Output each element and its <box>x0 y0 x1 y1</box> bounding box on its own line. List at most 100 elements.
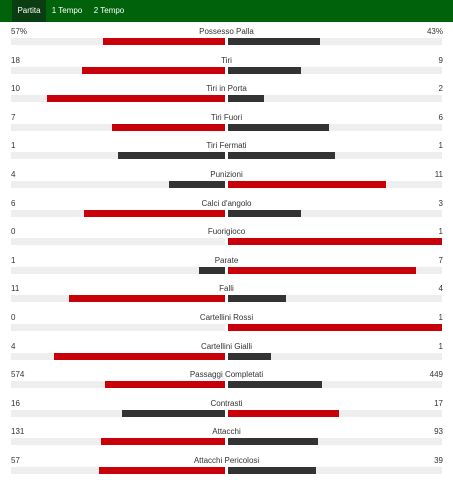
stat-label: Tiri Fermati <box>206 141 247 151</box>
stat-away-value: 4 <box>438 284 443 294</box>
stat-away-value: 17 <box>434 398 443 408</box>
stat-away-track <box>228 95 442 103</box>
stat-row: 0 Cartellini Rossi 1 <box>0 308 453 337</box>
stat-row: 1 Parate 7 <box>0 251 453 280</box>
stat-away-bar <box>228 295 286 303</box>
stat-away-bar <box>228 381 322 389</box>
stat-home-value: 4 <box>11 341 16 351</box>
stat-label: Falli <box>219 284 234 294</box>
stat-home-value: 0 <box>11 313 16 322</box>
stat-away-value: 2 <box>438 84 443 94</box>
stat-home-bar <box>54 352 225 360</box>
stat-home-value: 11 <box>11 284 20 294</box>
stat-home-value: 574 <box>11 370 25 380</box>
stat-home-value: 18 <box>11 55 20 65</box>
stat-home-value: 4 <box>11 170 16 179</box>
stat-home-track <box>11 324 225 331</box>
period-tabs: Partita 1 Tempo 2 Tempo <box>0 0 453 22</box>
stat-away-bar <box>228 209 301 217</box>
stat-away-bar <box>228 438 318 446</box>
stat-away-bar <box>228 467 316 474</box>
stat-away-bar <box>228 324 442 331</box>
stat-away-bar <box>228 95 264 103</box>
stat-label: Parate <box>214 255 239 265</box>
stat-home-bar <box>99 467 225 474</box>
stat-home-bar <box>122 409 225 417</box>
stat-home-value: 1 <box>11 255 16 265</box>
stat-label: Tiri in Porta <box>206 84 247 94</box>
stat-away-track <box>228 38 442 45</box>
stat-label: Possesso Palla <box>199 27 254 36</box>
stat-home-track <box>11 209 225 217</box>
stat-away-track <box>228 467 442 474</box>
stat-away-track <box>228 66 442 74</box>
stat-home-bar <box>101 438 225 446</box>
stat-home-bar <box>105 381 225 389</box>
stat-row: 131 Attacchi 93 <box>0 422 453 451</box>
stat-label: Cartellini Gialli <box>200 341 253 351</box>
tab-2-tempo[interactable]: 2 Tempo <box>93 6 125 15</box>
stat-away-bar <box>228 181 386 188</box>
stat-home-bar <box>169 181 225 188</box>
stat-row: 4 Cartellini Gialli 1 <box>0 337 453 366</box>
stat-home-value: 57 <box>11 456 20 465</box>
stat-away-value: 1 <box>438 341 443 351</box>
stat-home-value: 16 <box>11 398 20 408</box>
stat-away-bar <box>228 123 329 131</box>
stat-away-track <box>228 295 442 303</box>
stat-away-track <box>228 238 442 246</box>
stat-label: Attacchi <box>212 427 241 437</box>
stat-home-value: 0 <box>11 227 16 237</box>
stat-away-track <box>228 152 442 160</box>
stat-home-track <box>11 266 225 274</box>
stat-home-value: 7 <box>11 112 16 122</box>
stat-home-track <box>11 38 225 45</box>
stat-row: 7 Tiri Fuori 6 <box>0 108 453 137</box>
stat-label: Cartellini Rossi <box>199 313 254 322</box>
stat-away-track <box>228 324 442 331</box>
stat-away-bar <box>228 352 271 360</box>
stat-label: Tiri <box>221 55 232 65</box>
stat-home-value: 1 <box>11 141 16 151</box>
stat-home-bar <box>112 123 225 131</box>
stat-row: 57 Attacchi Pericolosi 39 <box>0 451 453 480</box>
stat-away-track <box>228 266 442 274</box>
stat-home-track <box>11 438 225 446</box>
match-stats: 57% Possesso Palla 43% 18 Tiri 9 10 Tiri in Por… <box>0 22 453 480</box>
stat-home-bar <box>103 38 225 45</box>
stat-away-bar <box>228 152 335 160</box>
stat-home-value: 6 <box>11 198 16 208</box>
stat-away-track <box>228 438 442 446</box>
stat-row: 1 Tiri Fermati 1 <box>0 136 453 165</box>
tab-1-tempo[interactable]: 1 Tempo <box>51 6 83 15</box>
stat-home-track <box>11 152 225 160</box>
stat-away-value: 449 <box>429 370 443 380</box>
stat-away-value: 93 <box>434 427 443 437</box>
stat-away-value: 1 <box>438 313 443 322</box>
stat-away-track <box>228 381 442 389</box>
stat-row: 57% Possesso Palla 43% <box>0 22 453 51</box>
stat-row: 18 Tiri 9 <box>0 51 453 80</box>
stat-label: Attacchi Pericolosi <box>193 456 260 465</box>
stat-home-bar <box>47 95 225 103</box>
stat-home-track <box>11 409 225 417</box>
stat-row: 4 Punizioni 11 <box>0 165 453 194</box>
stat-row: 6 Calci d'angolo 3 <box>0 194 453 223</box>
stat-label: Contrasti <box>210 398 243 408</box>
stat-home-bar <box>69 295 225 303</box>
stat-home-track <box>11 381 225 389</box>
stat-away-bar <box>228 409 339 417</box>
tab-partita[interactable]: Partita <box>12 0 46 22</box>
stat-home-track <box>11 467 225 474</box>
stat-away-bar <box>228 66 301 74</box>
stat-label: Tiri Fuori <box>210 112 243 122</box>
stat-home-value: 57% <box>11 27 28 36</box>
stat-away-value: 43% <box>426 27 443 36</box>
stat-home-track <box>11 123 225 131</box>
stat-away-bar <box>228 38 320 45</box>
stat-away-value: 39 <box>434 456 443 465</box>
stat-row: 16 Contrasti 17 <box>0 394 453 423</box>
stat-home-track <box>11 238 225 246</box>
stat-home-track <box>11 181 225 188</box>
stat-label: Fuorigioco <box>207 227 246 237</box>
